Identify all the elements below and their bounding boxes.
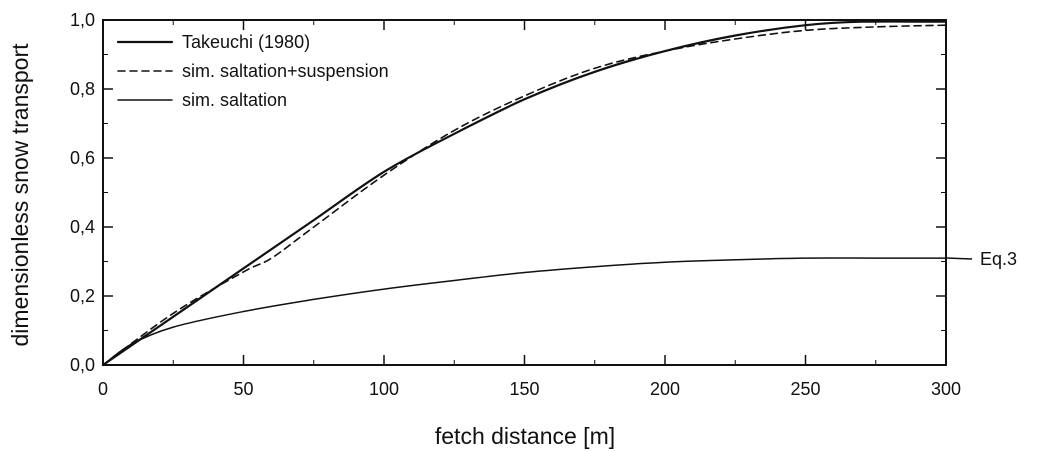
annotation-leader-line (945, 257, 973, 260)
y-tick-label: 0,8 (70, 79, 95, 99)
y-axis-title: dimensionless snow transport (7, 43, 33, 347)
x-axis-title: fetch distance [m] (435, 423, 615, 449)
annotation-label: Eq.3 (980, 249, 1017, 269)
x-tick-label: 100 (369, 379, 399, 399)
series-layer (101, 20, 948, 367)
y-tick-label: 0,4 (70, 217, 95, 237)
legend-label-2: sim. saltation+suspension (182, 61, 389, 81)
y-tick-label: 1,0 (70, 10, 95, 30)
x-tick-label: 150 (509, 379, 539, 399)
x-tick-label: 0 (98, 379, 108, 399)
annotation: Eq.3 (945, 249, 1017, 269)
x-tick-label: 250 (790, 379, 820, 399)
legend-label-1: Takeuchi (1980) (182, 32, 310, 52)
y-tick-label: 0,2 (70, 286, 95, 306)
x-tick-label: 300 (931, 379, 961, 399)
y-tick-label: 0,0 (70, 355, 95, 375)
x-tick-label: 200 (650, 379, 680, 399)
x-axis-ticks: 0 50 100 150 200 250 300 (98, 20, 961, 399)
legend-label-3: sim. saltation (182, 90, 287, 110)
series-line-3 (102, 257, 947, 366)
y-axis-ticks: 0,0 0,2 0,4 0,6 0,8 1,0 (70, 10, 946, 375)
legend: Takeuchi (1980) sim. saltation+suspension… (116, 32, 389, 110)
series-line-1 (101, 20, 948, 367)
y-tick-label: 0,6 (70, 148, 95, 168)
x-tick-label: 50 (233, 379, 253, 399)
series-line-2 (102, 24, 947, 366)
